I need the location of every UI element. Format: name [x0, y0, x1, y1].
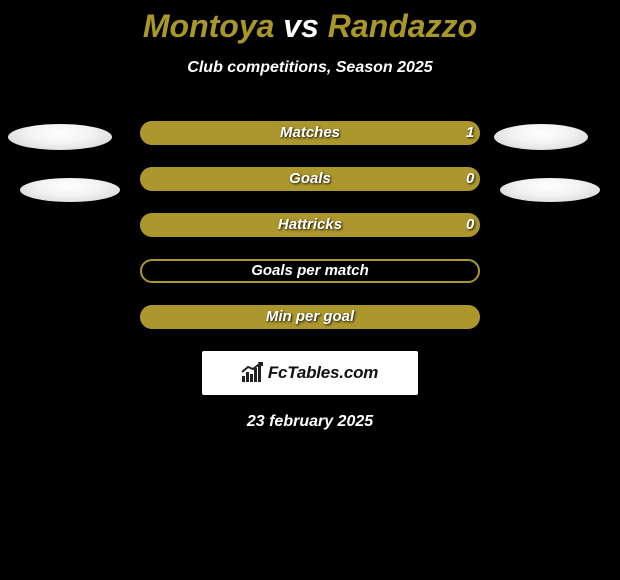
subtitle: Club competitions, Season 2025	[0, 59, 620, 77]
stat-label: Matches	[140, 121, 480, 145]
decorative-ellipse	[8, 124, 112, 150]
stat-label: Hattricks	[140, 213, 480, 237]
stat-label: Min per goal	[140, 305, 480, 329]
stat-label: Goals per match	[140, 259, 480, 283]
stat-value-right: 1	[460, 121, 474, 145]
player2-name: Randazzo	[328, 8, 477, 44]
date-label: 23 february 2025	[0, 413, 620, 431]
stats-rows: Matches1Goals0Hattricks0Goals per matchM…	[0, 121, 620, 329]
stat-row: Hattricks0	[0, 213, 620, 237]
infographic-container: Montoya vs Randazzo Club competitions, S…	[0, 0, 620, 580]
stat-label: Goals	[140, 167, 480, 191]
decorative-ellipse	[494, 124, 588, 150]
decorative-ellipse	[500, 178, 600, 202]
player1-name: Montoya	[143, 8, 275, 44]
stat-value-right: 0	[460, 167, 474, 191]
vs-label: vs	[283, 8, 319, 44]
stat-value-right: 0	[460, 213, 474, 237]
source-badge: FcTables.com	[202, 351, 418, 395]
stat-row: Goals per match	[0, 259, 620, 283]
page-title: Montoya vs Randazzo	[0, 0, 620, 45]
stat-row: Min per goal	[0, 305, 620, 329]
badge-text: FcTables.com	[268, 363, 378, 383]
bar-chart-icon	[242, 364, 264, 382]
decorative-ellipse	[20, 178, 120, 202]
